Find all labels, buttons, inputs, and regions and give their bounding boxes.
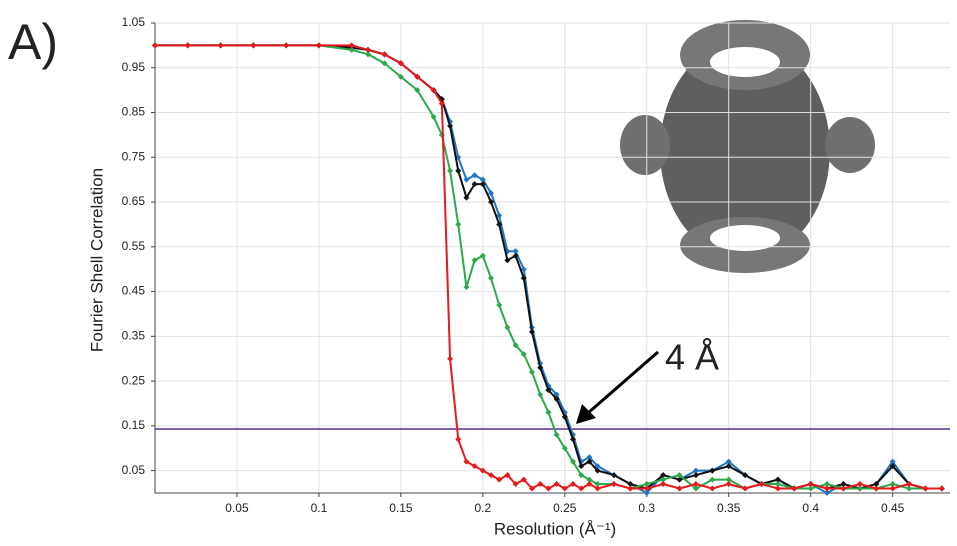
point: [627, 486, 633, 492]
point: [455, 436, 461, 442]
point: [283, 42, 289, 48]
point: [447, 356, 453, 362]
point: [775, 486, 781, 492]
point: [709, 486, 715, 492]
point: [611, 481, 617, 487]
page: A) Resolution (Å⁻¹) Fourier Shell Correl…: [0, 0, 957, 546]
x-tick-label: 0.2: [474, 501, 491, 515]
y-axis-label: Fourier Shell Correlation: [87, 168, 106, 352]
point: [218, 42, 224, 48]
point: [455, 221, 461, 227]
point: [316, 42, 322, 48]
point: [726, 481, 732, 487]
point: [857, 481, 863, 487]
y-tick-label: 1.05: [122, 15, 146, 29]
x-tick-label: 0.25: [553, 501, 577, 515]
y-tick-label: 0.45: [122, 284, 146, 298]
inset-structure: [620, 20, 875, 273]
chart: A) Resolution (Å⁻¹) Fourier Shell Correl…: [0, 0, 957, 546]
point: [504, 324, 510, 330]
annotation: 4 Å: [665, 337, 719, 378]
y-tick-label: 0.65: [122, 194, 146, 208]
y-tick-label: 0.25: [122, 373, 146, 387]
point: [455, 168, 461, 174]
point: [152, 42, 158, 48]
y-tick-label: 0.75: [122, 149, 146, 163]
point: [677, 486, 683, 492]
point: [529, 369, 535, 375]
point: [890, 486, 896, 492]
point: [537, 392, 543, 398]
y-tick-label: 0.35: [122, 329, 146, 343]
x-tick-label: 0.05: [225, 501, 249, 515]
point: [545, 409, 551, 415]
panel-label: A): [8, 14, 58, 70]
point: [463, 284, 469, 290]
y-tick-label: 0.55: [122, 239, 146, 253]
point: [824, 486, 830, 492]
point: [939, 486, 945, 492]
x-tick-label: 0.4: [802, 501, 819, 515]
point: [660, 481, 666, 487]
x-tick-label: 0.1: [311, 501, 328, 515]
x-tick-label: 0.3: [638, 501, 655, 515]
y-tick-label: 0.95: [122, 60, 146, 74]
point: [488, 275, 494, 281]
x-tick-label: 0.15: [389, 501, 413, 515]
point: [873, 486, 879, 492]
point: [922, 486, 928, 492]
point: [250, 42, 256, 48]
point: [185, 42, 191, 48]
x-tick-label: 0.45: [881, 501, 905, 515]
point: [693, 472, 699, 478]
point: [496, 302, 502, 308]
x-tick-label: 0.35: [717, 501, 741, 515]
point: [840, 486, 846, 492]
point: [365, 47, 371, 53]
point: [447, 168, 453, 174]
annotation-arrow: [576, 352, 658, 424]
y-tick-label: 0.15: [122, 418, 146, 432]
y-tick-label: 0.05: [122, 463, 146, 477]
x-axis-label: Resolution (Å⁻¹): [494, 519, 616, 538]
y-tick-label: 0.85: [122, 105, 146, 119]
